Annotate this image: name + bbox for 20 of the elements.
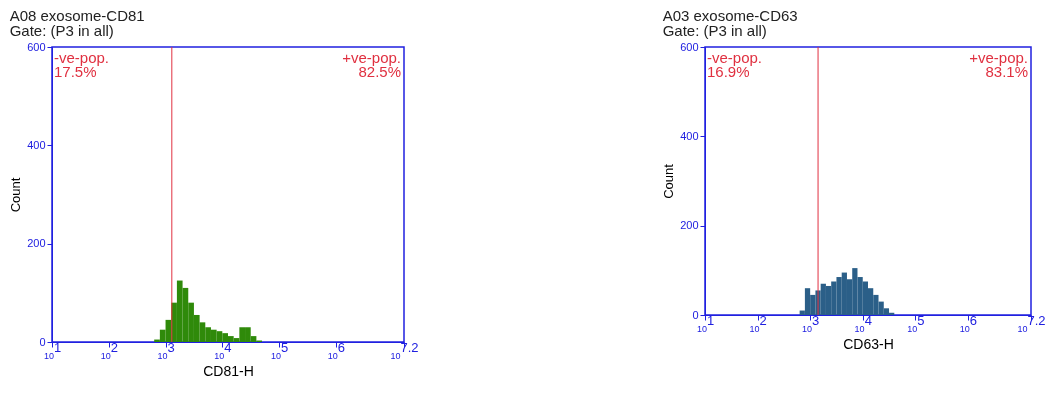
annotation: +ve-pop. 83.1% <box>969 49 1028 80</box>
y-tick-label: 600 <box>27 40 46 53</box>
x-axis-title: CD63-H <box>843 335 894 352</box>
x-axis-title: CD81-H <box>203 362 254 379</box>
y-tick-label: 400 <box>27 138 46 151</box>
annotation: +ve-pop. 82.5% <box>342 49 401 80</box>
annotation: -ve-pop. 17.5% <box>54 49 110 80</box>
y-tick-label: 200 <box>680 219 699 232</box>
y-tick-label: 0 <box>692 308 699 321</box>
y-tick-label: 0 <box>39 335 46 348</box>
y-axis-title: Count <box>8 177 24 213</box>
chart-subtitle: Gate: (P3 in all) <box>662 22 767 39</box>
chart-subtitle: Gate: (P3 in all) <box>9 22 114 39</box>
y-tick-label: 200 <box>27 237 46 250</box>
y-tick-label: 600 <box>680 40 699 53</box>
chart-title: A03 exosome-CD63 <box>662 7 798 24</box>
y-tick-label: 400 <box>680 129 699 142</box>
y-axis-title: Count <box>661 163 677 199</box>
annotation: -ve-pop. 16.9% <box>707 49 763 80</box>
chart-title: A08 exosome-CD81 <box>9 7 145 24</box>
